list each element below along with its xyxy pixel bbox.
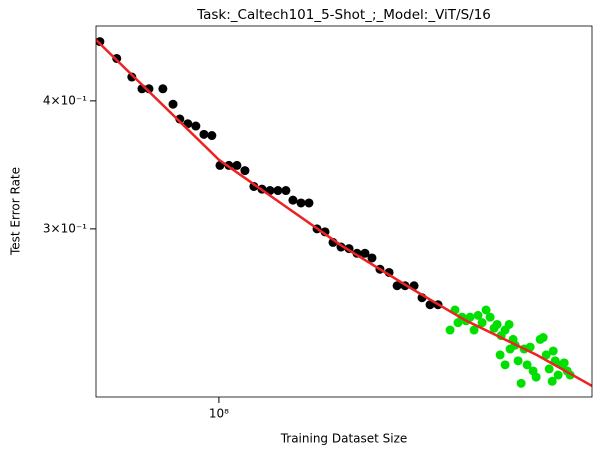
point	[548, 346, 558, 356]
point	[96, 37, 105, 47]
point	[495, 350, 505, 360]
point	[541, 350, 551, 360]
point	[158, 84, 168, 94]
point	[240, 166, 250, 176]
point	[547, 376, 557, 386]
point	[544, 364, 554, 374]
point	[367, 253, 377, 263]
point	[207, 131, 217, 141]
point	[477, 318, 487, 328]
point	[127, 72, 137, 82]
point	[513, 356, 523, 366]
point	[445, 325, 455, 335]
point	[492, 319, 502, 329]
point	[360, 248, 370, 258]
point	[168, 99, 178, 109]
fit-line	[96, 38, 592, 387]
point	[232, 160, 242, 170]
point	[500, 360, 510, 370]
x-axis-label: Training Dataset Size	[280, 432, 408, 446]
point	[199, 129, 209, 139]
chart-title: Task:_Caltech101_5-Shot_;_Model:_ViT/S/1…	[196, 7, 491, 23]
point	[296, 198, 306, 208]
point	[504, 319, 514, 329]
plot-frame	[95, 25, 593, 398]
point	[538, 333, 548, 343]
point	[481, 305, 491, 315]
point	[288, 195, 298, 205]
y-axis-label: Test Error Rate	[9, 167, 23, 256]
point	[273, 186, 283, 196]
point	[516, 378, 526, 388]
point	[465, 312, 475, 322]
point	[531, 372, 541, 382]
point	[485, 312, 495, 322]
point	[473, 310, 483, 320]
point	[304, 198, 314, 208]
y-tick-label: 4×10⁻¹	[43, 93, 87, 107]
point	[392, 281, 402, 291]
point	[522, 360, 532, 370]
point	[191, 121, 201, 131]
point	[469, 325, 479, 335]
point	[175, 114, 185, 124]
point	[553, 370, 563, 380]
y-tick-label: 3×10⁻¹	[43, 221, 87, 235]
point	[281, 186, 291, 196]
point	[249, 181, 259, 191]
point	[425, 300, 435, 310]
point	[559, 358, 569, 368]
x-tick-label: 10⁸	[209, 407, 229, 421]
